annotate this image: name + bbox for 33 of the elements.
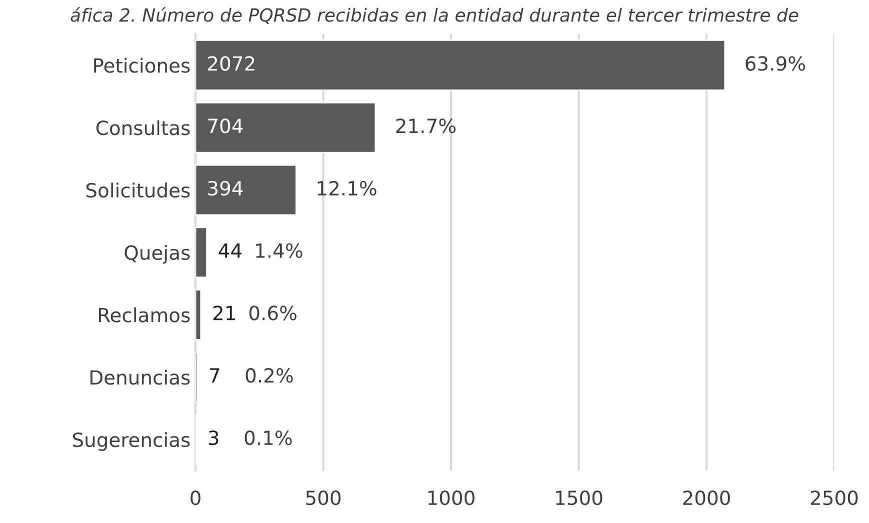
data-label: 704 (208, 118, 243, 134)
x-tick-label: 1000 (428, 490, 474, 506)
annotation: 1.4% (256, 243, 302, 258)
data-label: 21 (213, 306, 235, 320)
annotation: 21.7% (396, 118, 456, 134)
x-tick-label: 0 (190, 490, 200, 506)
annotation: 0.2% (246, 368, 293, 383)
annotation: 0.1% (244, 430, 292, 446)
bar (196, 289, 202, 340)
y-tick-label: Solicitudes (86, 182, 190, 198)
y-tick-label: Quejas (124, 244, 190, 264)
annotation: 0.6% (249, 306, 296, 320)
bar (196, 40, 726, 91)
bar (196, 164, 297, 216)
x-tick-label: 2500 (810, 490, 858, 506)
data-label: 394 (208, 180, 243, 196)
data-label: 7 (210, 368, 220, 382)
y-tick-label: Denuncias (90, 370, 190, 385)
chart-title: áfica 2. Número de PQRSD recibidas en la entidad durante el tercer trimestre de (70, 7, 798, 24)
x-tick-label: 2000 (683, 490, 730, 506)
y-tick-label: Sugerencias (72, 432, 190, 451)
bar (196, 226, 208, 278)
data-label: 44 (218, 244, 242, 258)
annotation: 12.1% (318, 180, 376, 196)
y-tick-label: Peticiones (94, 58, 190, 73)
data-label: 3 (208, 430, 218, 446)
y-tick-label: Consultas (96, 120, 190, 136)
data-label: 2072 (208, 56, 254, 71)
annotation: 63.9% (746, 56, 806, 71)
bar (196, 102, 376, 154)
x-tick-label: 1500 (556, 490, 602, 506)
x-tick-label: 500 (306, 490, 341, 506)
y-tick-label: Reclamos (98, 307, 190, 322)
